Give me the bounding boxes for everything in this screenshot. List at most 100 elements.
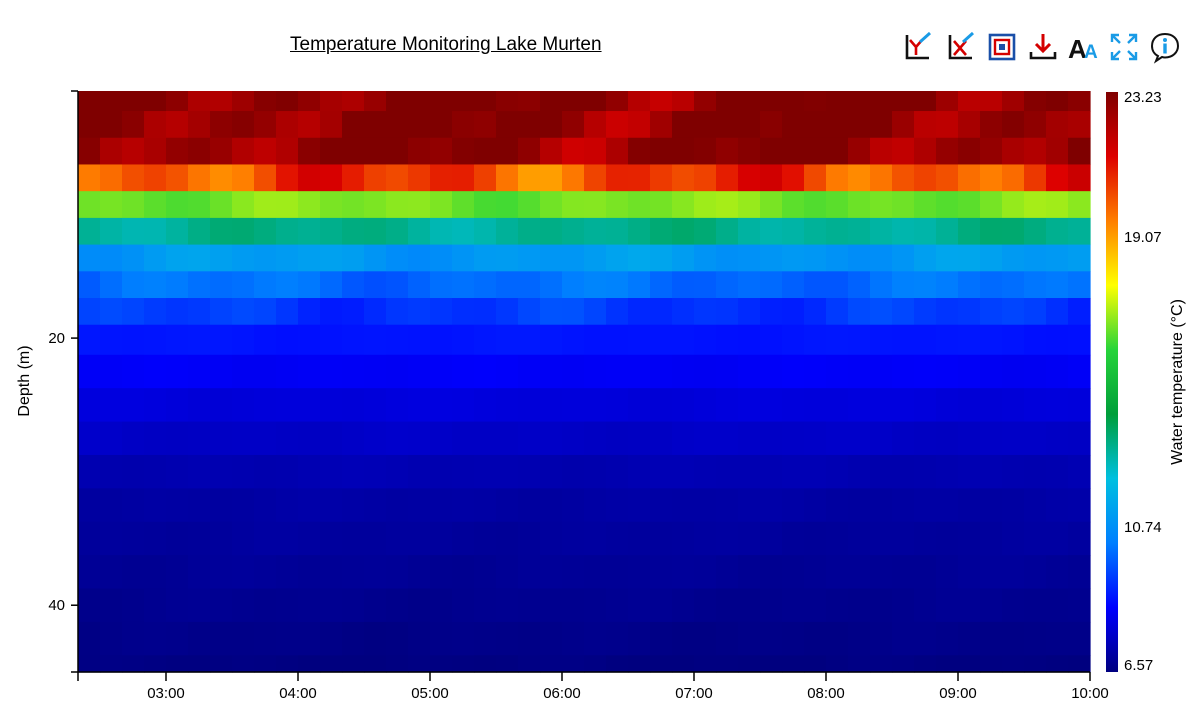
heatmap-cell [1046, 421, 1069, 456]
font-size-button[interactable]: A A [1066, 30, 1100, 64]
heatmap-cell [1002, 164, 1025, 192]
heatmap-cell [210, 454, 233, 489]
heatmap-cell [78, 655, 101, 673]
heatmap-cell [1068, 217, 1091, 246]
download-button[interactable] [1026, 30, 1060, 64]
heatmap-cell [254, 137, 277, 166]
heatmap-cell [210, 388, 233, 423]
heatmap-cell [606, 217, 629, 246]
heatmap-cell [364, 137, 387, 166]
heatmap-cell [518, 271, 541, 299]
x-tick-label: 03:00 [147, 685, 185, 702]
heatmap-cell [298, 555, 321, 590]
colorscale-button[interactable] [985, 30, 1019, 64]
heatmap-cell [672, 521, 695, 556]
heatmap-cell [100, 421, 123, 456]
heatmap-cell [694, 324, 717, 356]
heatmap-cell [694, 298, 717, 326]
heatmap-cell [386, 621, 409, 656]
heatmap-cell [78, 244, 101, 272]
heatmap-cell [1002, 91, 1025, 112]
heatmap-cell [650, 244, 673, 272]
heatmap-cell [342, 655, 365, 673]
heatmap-cell [1024, 111, 1047, 139]
heatmap-cell [892, 354, 915, 389]
heatmap-cell [562, 244, 585, 272]
heatmap-cell [78, 324, 101, 356]
heatmap-cell [298, 298, 321, 326]
heatmap-cell [430, 271, 453, 299]
heatmap-cell [958, 354, 981, 389]
heatmap-cell [782, 655, 805, 673]
heatmap-cell [628, 655, 651, 673]
heatmap-cell [760, 588, 783, 623]
heatmap-cell [958, 621, 981, 656]
heatmap-cell [826, 217, 849, 246]
heatmap-cell [672, 111, 695, 139]
chart-title[interactable]: Temperature Monitoring Lake Murten [290, 34, 602, 55]
heatmap-cell [364, 655, 387, 673]
heatmap-cell [1024, 488, 1047, 523]
heatmap-cell [408, 555, 431, 590]
heatmap-cell [562, 217, 585, 246]
fullscreen-button[interactable] [1107, 30, 1141, 64]
heatmap-cell [716, 621, 739, 656]
heatmap-cell [474, 621, 497, 656]
heatmap-cell [738, 298, 761, 326]
heatmap-cell [298, 421, 321, 456]
heatmap-cell [232, 521, 255, 556]
heatmap-cell [496, 91, 519, 112]
heatmap-cell [980, 217, 1003, 246]
heatmap-cell [386, 454, 409, 489]
heatmap-cell [672, 217, 695, 246]
heatmap-cell [540, 271, 563, 299]
heatmap-cell [78, 488, 101, 523]
heatmap-cell [782, 111, 805, 139]
heatmap-cell [408, 111, 431, 139]
heatmap-cell [540, 588, 563, 623]
heatmap-cell [452, 354, 475, 389]
heatmap-cell [1046, 271, 1069, 299]
heatmap-cell [430, 488, 453, 523]
heatmap-cell [694, 354, 717, 389]
heatmap-cell [826, 588, 849, 623]
heatmap-cell [914, 388, 937, 423]
heatmap-cell [320, 271, 343, 299]
heatmap-cell [584, 324, 607, 356]
heatmap-cell [914, 655, 937, 673]
info-button[interactable] [1148, 30, 1182, 64]
heatmap-cell [496, 191, 519, 219]
heatmap-cell [804, 271, 827, 299]
heatmap-cell [1002, 271, 1025, 299]
heatmap-cell [232, 137, 255, 166]
heatmap-cell [254, 191, 277, 219]
heatmap-cell [606, 271, 629, 299]
heatmap-cell [826, 298, 849, 326]
heatmap-cell [1002, 454, 1025, 489]
heatmap-cell [1046, 521, 1069, 556]
heatmap-cell [870, 388, 893, 423]
x-axis-bounds-button[interactable] [943, 30, 977, 64]
heatmap-cell [826, 521, 849, 556]
heatmap-cell [804, 588, 827, 623]
heatmap-cell [364, 191, 387, 219]
heatmap-cell [716, 521, 739, 556]
heatmap-cell [100, 388, 123, 423]
heatmap-cell [342, 271, 365, 299]
heatmap-cell [562, 354, 585, 389]
heatmap-cell [298, 388, 321, 423]
heatmap-cell [1024, 164, 1047, 192]
heatmap-cell [892, 191, 915, 219]
heatmap-cell [540, 521, 563, 556]
heatmap-cell [276, 354, 299, 389]
heatmap-cell [958, 111, 981, 139]
heatmap-cell [892, 271, 915, 299]
heatmap-cell [1002, 111, 1025, 139]
heatmap-cell [100, 164, 123, 192]
y-axis-bounds-button[interactable] [900, 30, 934, 64]
heatmap-cell [166, 521, 189, 556]
heatmap-cell [892, 521, 915, 556]
heatmap-cell [386, 271, 409, 299]
heatmap-cell [672, 298, 695, 326]
